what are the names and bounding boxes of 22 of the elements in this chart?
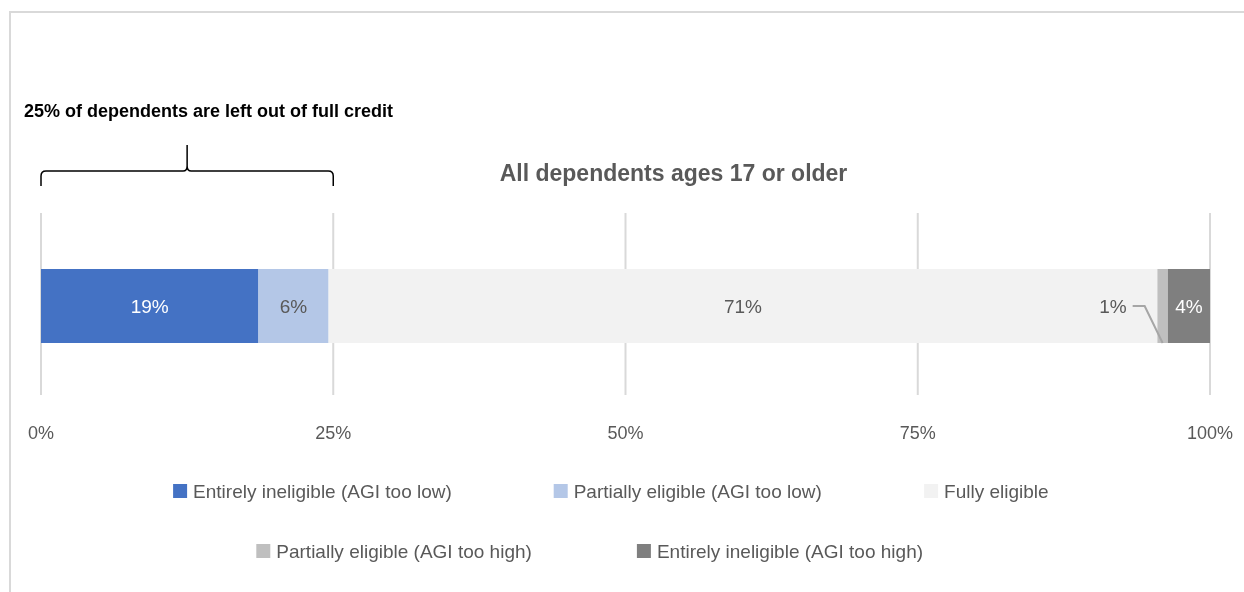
x-tick-label: 75%	[899, 423, 936, 444]
x-tick-label: 25%	[315, 423, 352, 444]
text: 1%	[1099, 295, 1127, 317]
x-tick-label: 100%	[1186, 423, 1234, 444]
text: 19%	[130, 295, 169, 317]
x-tick-label: 0%	[27, 423, 55, 444]
text: 6%	[279, 295, 308, 317]
legend-label: Entirely ineligible (AGI too high)	[656, 540, 924, 562]
bar	[328, 269, 1158, 343]
bar	[1157, 269, 1168, 343]
legend-label: Entirely ineligible (AGI too low)	[193, 480, 452, 502]
x-tick-label: 50%	[607, 423, 644, 444]
bar	[258, 269, 329, 343]
bar	[1167, 269, 1210, 343]
legend-label: Partially eligible (AGI too low)	[573, 480, 822, 502]
text: 71%	[723, 295, 762, 317]
text: 25% of dependents are left out of full credit	[24, 101, 394, 122]
bar	[41, 269, 259, 343]
legend-label: Fully eligible	[944, 480, 1049, 502]
text: 4%	[1175, 295, 1203, 317]
chart-title: All dependents ages 17 or older	[499, 160, 848, 187]
legend-label: Partially eligible (AGI too high)	[276, 540, 532, 562]
